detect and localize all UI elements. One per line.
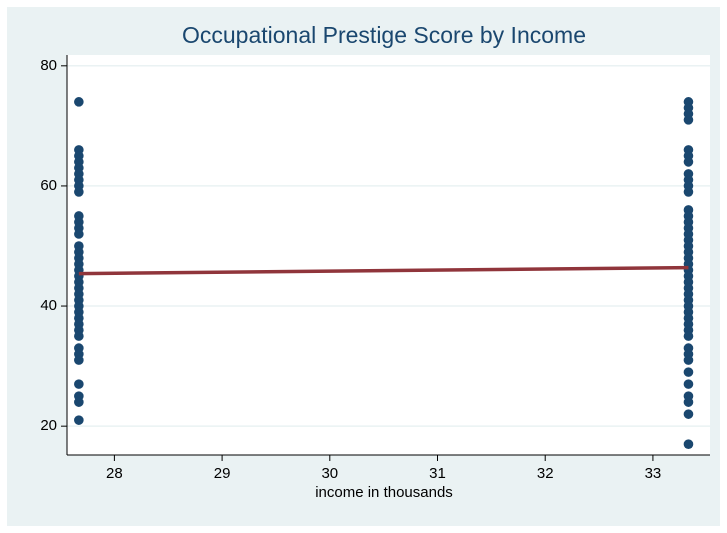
scatter-point [683, 115, 694, 125]
scatter-point [74, 331, 84, 341]
fit-line [78, 265, 689, 276]
x-tick-label: 32 [537, 465, 554, 482]
scatter-point [683, 379, 694, 389]
scatter-point [683, 355, 694, 365]
scatter-point [74, 187, 84, 197]
scatter-point [683, 367, 694, 377]
x-tick-label: 28 [106, 465, 123, 482]
y-tick-label: 60 [40, 177, 57, 194]
plot-region [67, 55, 710, 455]
scatter-point [683, 397, 694, 407]
scatter-point [683, 187, 694, 197]
scatter-point [683, 409, 694, 419]
scatter-point [683, 439, 694, 449]
scatter-point [74, 415, 84, 425]
scatter-point [74, 397, 84, 407]
chart-title: Occupational Prestige Score by Income [182, 22, 586, 48]
x-tick-label: 30 [321, 465, 338, 482]
scatter-point [74, 355, 84, 365]
y-tick-label: 40 [40, 297, 57, 314]
x-axis-label: income in thousands [315, 484, 453, 501]
scatter-point [74, 229, 84, 239]
scatter-point [74, 379, 84, 389]
x-tick-label: 29 [214, 465, 231, 482]
y-tick-label: 20 [40, 417, 57, 434]
x-tick-label: 31 [429, 465, 446, 482]
scatter-point [74, 97, 84, 107]
x-tick-label: 33 [645, 465, 662, 482]
scatter-point [683, 331, 694, 341]
y-tick-label: 80 [40, 57, 57, 74]
scatter-point [683, 157, 694, 167]
